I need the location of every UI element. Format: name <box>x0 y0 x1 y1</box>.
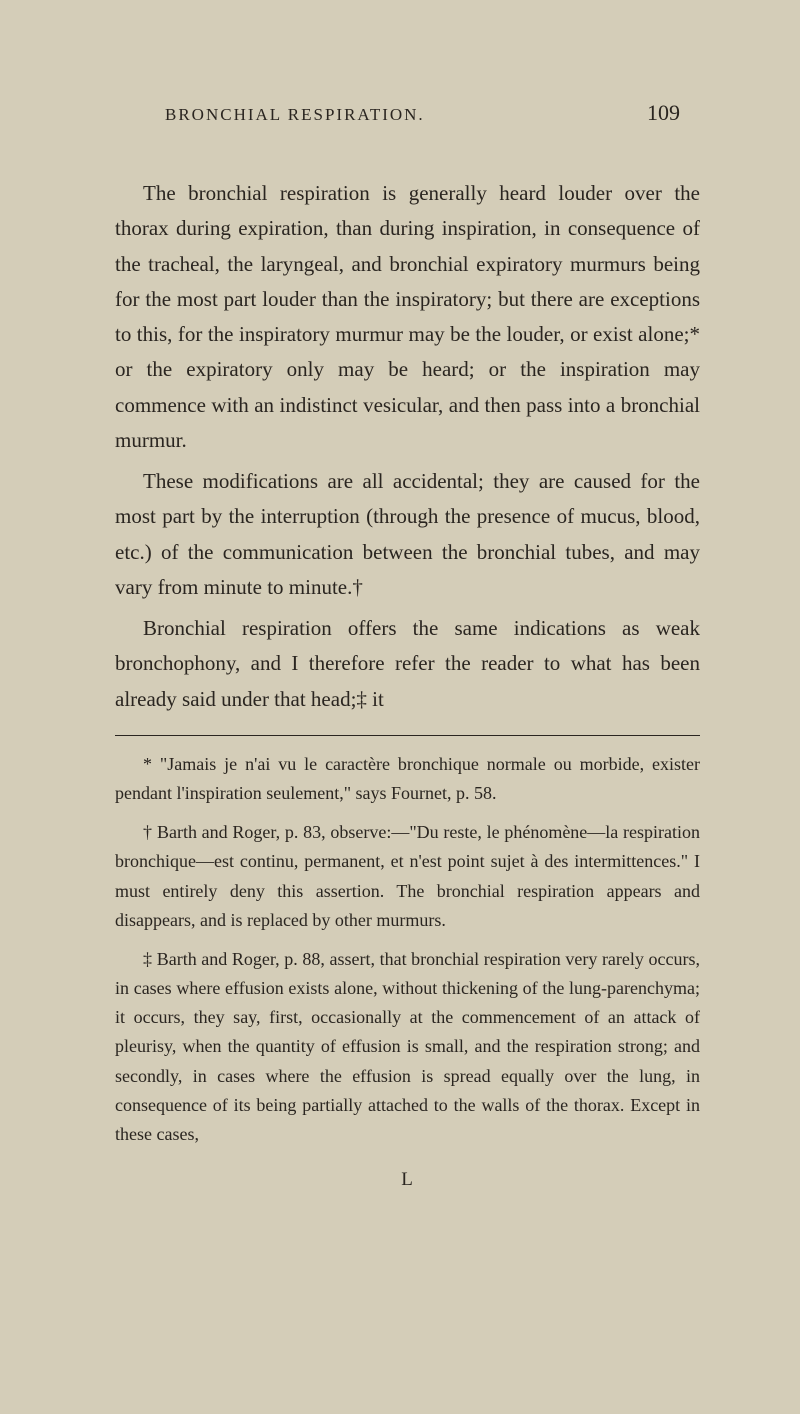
body-paragraph: Bronchial respiration offers the same in… <box>115 611 700 717</box>
footnote: ‡ Barth and Roger, p. 88, assert, that b… <box>115 945 700 1149</box>
page-number: 109 <box>647 100 680 126</box>
header-title: BRONCHIAL RESPIRATION. <box>165 105 425 125</box>
page-header: BRONCHIAL RESPIRATION. 109 <box>115 100 700 126</box>
body-paragraph: The bronchial respiration is generally h… <box>115 176 700 458</box>
footnote-divider <box>115 735 700 736</box>
body-paragraph: These modifications are all accidental; … <box>115 464 700 605</box>
footnote: † Barth and Roger, p. 83, observe:—"Du r… <box>115 818 700 935</box>
footnote: * "Jamais je n'ai vu le caractère bronch… <box>115 750 700 808</box>
page-content: BRONCHIAL RESPIRATION. 109 The bronchial… <box>0 0 800 1251</box>
signature-mark: L <box>115 1169 700 1191</box>
